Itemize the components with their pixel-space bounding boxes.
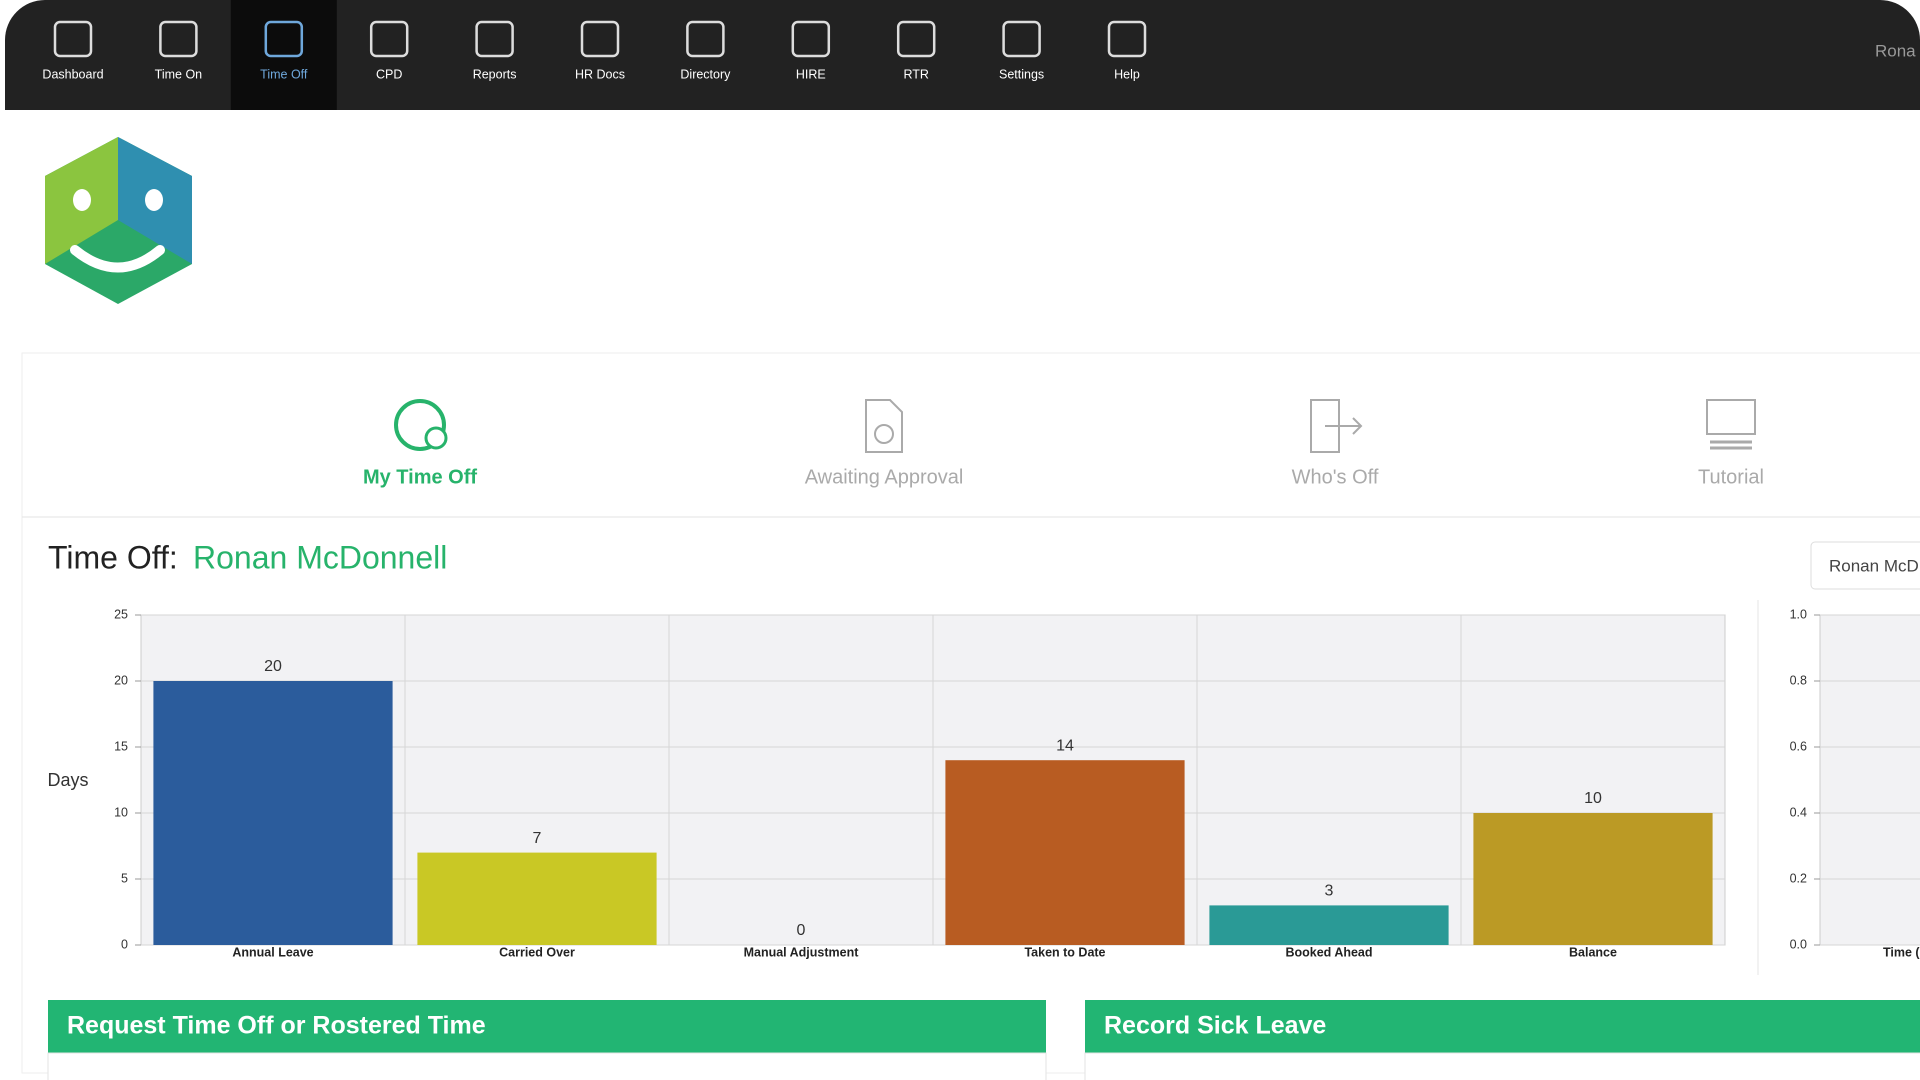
nav-icon[interactable] <box>159 20 198 58</box>
tab-label[interactable]: Awaiting Approval <box>805 466 964 488</box>
nav-label[interactable]: HIRE <box>796 67 826 81</box>
nav-label[interactable]: Help <box>1114 67 1140 81</box>
nav-label[interactable]: Dashboard <box>42 67 103 81</box>
y-tick-label: 1.0 <box>1790 607 1807 621</box>
heading-prefix: Time Off: <box>48 539 178 575</box>
data-label: 20 <box>264 658 282 675</box>
y-tick-label: 25 <box>114 607 128 621</box>
x-tick-label: Annual Leave <box>232 945 313 959</box>
data-label: 14 <box>1056 737 1074 754</box>
bar <box>153 681 393 945</box>
nav-icon[interactable] <box>369 20 409 58</box>
nav-label[interactable]: RTR <box>903 67 928 81</box>
user-select[interactable] <box>1810 541 1920 590</box>
nav-label[interactable]: Settings <box>999 67 1044 81</box>
y-tick-label: 0.0 <box>1790 937 1807 951</box>
nav-label[interactable]: Time On <box>155 67 203 81</box>
x-tick-label: Booked Ahead <box>1285 945 1372 959</box>
panel-title: Request Time Off or Rostered Time <box>67 1012 486 1040</box>
nav-icon[interactable] <box>1107 20 1147 58</box>
tab-label[interactable]: My Time Off <box>363 466 477 488</box>
y-axis-label: Days <box>47 770 88 790</box>
nav-label[interactable]: Directory <box>680 67 731 81</box>
y-tick-label: 0 <box>121 937 128 951</box>
plot-area <box>1819 614 1920 946</box>
nav-user[interactable]: Rona <box>1875 41 1916 60</box>
y-tick-label: 0.6 <box>1790 739 1807 753</box>
x-tick-label: Time ( <box>1883 945 1920 959</box>
nav-icon[interactable] <box>896 20 936 58</box>
x-tick-label: Balance <box>1569 945 1617 959</box>
y-tick-label: 10 <box>114 805 128 819</box>
bar <box>417 852 657 945</box>
bar <box>1473 813 1713 945</box>
y-tick-label: 0.4 <box>1790 805 1807 819</box>
panel-title: Record Sick Leave <box>1104 1012 1326 1040</box>
y-tick-label: 20 <box>114 673 128 687</box>
data-label: 0 <box>797 922 806 939</box>
nav-icon[interactable] <box>1002 20 1041 58</box>
y-tick-label: 15 <box>114 739 128 753</box>
panel-body <box>47 1052 1047 1080</box>
bar <box>1209 905 1449 945</box>
y-tick-label: 0.8 <box>1790 673 1807 687</box>
nav-icon[interactable] <box>475 20 514 58</box>
nav-label[interactable]: Reports <box>473 67 517 81</box>
nav-label[interactable]: CPD <box>376 67 402 81</box>
user-select-text[interactable]: Ronan McD <box>1829 556 1919 575</box>
y-tick-label: 5 <box>121 871 128 885</box>
nav-label[interactable]: Time Off <box>260 67 308 81</box>
data-label: 10 <box>1584 790 1602 807</box>
panel-header <box>48 1000 1046 1053</box>
nav-icon[interactable] <box>580 20 620 58</box>
x-tick-label: Manual Adjustment <box>744 945 860 959</box>
panel-body <box>1084 1052 1920 1080</box>
x-tick-label: Taken to Date <box>1024 945 1105 959</box>
nav-icon[interactable] <box>264 20 304 58</box>
tab-label[interactable]: Tutorial <box>1698 466 1764 488</box>
x-tick-label: Carried Over <box>499 945 575 959</box>
tab-icons <box>394 399 1756 453</box>
nav-icon[interactable] <box>791 20 831 58</box>
nav-label[interactable]: HR Docs <box>575 67 625 81</box>
tab-label[interactable]: Who's Off <box>1292 466 1379 488</box>
data-label: 3 <box>1325 883 1334 900</box>
nav-icon[interactable] <box>686 20 725 58</box>
nav-icon[interactable] <box>53 20 93 58</box>
bar <box>945 760 1185 945</box>
data-label: 7 <box>533 830 542 847</box>
logo <box>45 137 192 304</box>
heading-name: Ronan McDonnell <box>193 539 447 575</box>
panel-header <box>1085 1000 1920 1053</box>
y-tick-label: 0.2 <box>1790 871 1807 885</box>
